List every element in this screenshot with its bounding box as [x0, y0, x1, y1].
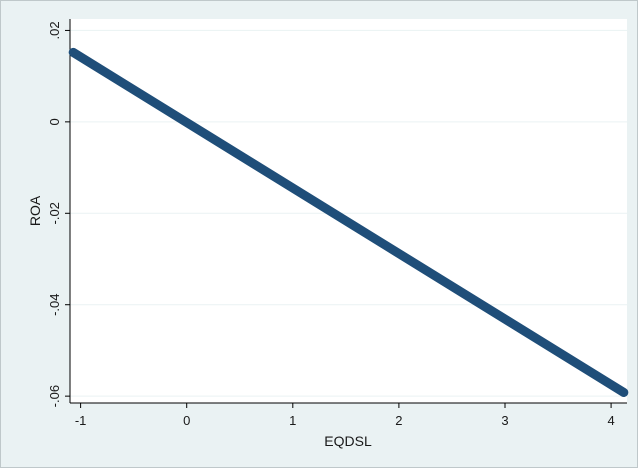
x-tick-label: 1: [289, 413, 296, 428]
x-tick-label: 0: [183, 413, 190, 428]
x-tick-label: -1: [75, 413, 87, 428]
x-tick-label: 3: [501, 413, 508, 428]
x-tick-label: 4: [607, 413, 614, 428]
x-axis-title: EQDSL: [324, 433, 372, 449]
series-layer: [68, 47, 629, 397]
y-axis-title: ROA: [27, 195, 43, 226]
y-tick-label: 0: [47, 118, 62, 125]
y-tick-label: .02: [47, 21, 62, 39]
grid-lines: [70, 29, 627, 397]
x-tick-label: 2: [395, 413, 402, 428]
series-line: [68, 47, 629, 397]
axis-ticks: .02 0 -.02 -.04 -.06 -1 0 1 2 3 4: [47, 21, 615, 428]
y-tick-label: -.06: [47, 385, 62, 407]
y-tick-label: -.02: [47, 202, 62, 224]
y-tick-label: -.04: [47, 294, 62, 316]
